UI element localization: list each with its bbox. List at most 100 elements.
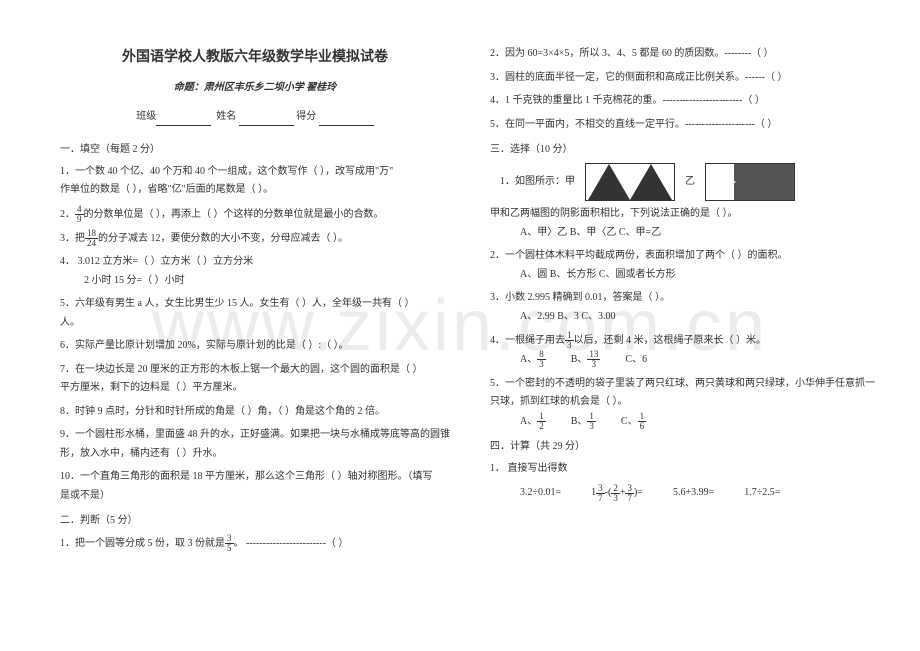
name-label: 姓名 [216, 111, 236, 122]
calc-1: 1． 直接写出得数 [490, 460, 880, 479]
s4-choice-c: C、6 [625, 354, 647, 365]
calc-c: 5.6+3.99= [673, 483, 714, 502]
j1-den: 5 [225, 544, 234, 553]
q8: 8．时钟 9 点时，分针和时针所成的角是（ ）角，（ ）角是这个角的 2 倍。 [60, 403, 450, 422]
q7: 7．在一块边长是 20 厘米的正方形的木板上锯一个最大的圆，这个圆的面积是（ ）… [60, 361, 450, 398]
triangle-2 [630, 164, 672, 200]
s5-fc-den: 6 [638, 422, 647, 431]
cf3-den: 7 [625, 494, 634, 503]
class-blank [156, 114, 211, 126]
q2-fraction: 49 [75, 205, 84, 224]
s4-frac-a: 83 [537, 350, 546, 369]
q9-text: 9．一个圆柱形水桶，里面盛 48 升的水，正好盛满。如果把一块与水桶成等底等高的… [60, 429, 450, 440]
section-4-header: 四．计算（共 29 分） [490, 437, 880, 456]
j1-suffix: 。 ------------------------（ ） [234, 538, 349, 549]
s3-choices: A、2.99 B、3 C、3.00 [520, 308, 880, 327]
q3: 3．把1824的分子减去 12，要使分数的大小不变，分母应减去（ ）。 [60, 229, 450, 248]
s5-frac-c: 16 [638, 412, 647, 431]
s4-prefix: 4．一根绳子用去 [490, 335, 565, 346]
section-3-header: 三．选择（10 分） [490, 140, 880, 159]
j2: 2．因为 60=3×4×5，所以 3、4、5 都是 60 的质因数。------… [490, 45, 880, 64]
q7-text: 7．在一块边长是 20 厘米的正方形的木板上锯一个最大的圆，这个圆的面积是（ ） [60, 364, 423, 375]
q5b-text: 人。 [60, 317, 80, 328]
class-label: 班级 [136, 111, 156, 122]
s1: 1．如图所示：甲 乙 甲和乙两幅图的阴影面积相比，下列说法正确的是（ ）。 A、… [490, 163, 880, 242]
q10b-text: 是或不是） [60, 490, 110, 501]
s5-choice-b-label: B、 [571, 415, 588, 426]
form-line: 班级 姓名 得分 [60, 107, 450, 126]
q3-suffix: 的分子减去 12，要使分数的大小不变，分母应减去（ ）。 [98, 233, 348, 244]
page: 外国语学校人教版六年级数学毕业模拟试卷 命题：肃州区丰乐乡二坝小学 翟桂玲 班级… [0, 0, 920, 588]
j3: 3．圆柱的底面半径一定，它的侧面积和高成正比例关系。------（ ） [490, 69, 880, 88]
q10: 10．一个直角三角形的面积是 18 平方厘米，那么这个三角形（ ）轴对称图形。（… [60, 468, 450, 505]
q3-fraction: 1824 [85, 229, 98, 248]
s4: 4．一根绳子用去13以后，还剩 4 米，这根绳子原来长（ ）米。 A、83 B、… [490, 331, 880, 370]
q5: 5．六年级有男生 a 人，女生比男生少 15 人。女生有（ ）人，全年级一共有（… [60, 295, 450, 332]
calc-frac-2: 23 [611, 484, 620, 503]
score-blank [319, 114, 374, 126]
s4-suffix: 以后，还剩 4 米，这根绳子原来长（ ）米。 [574, 335, 767, 346]
s3: 3．小数 2.995 精确到 0.01，答案是（ ）。 A、2.99 B、3 C… [490, 289, 880, 326]
cf1-den: 7 [596, 494, 605, 503]
s2-text: 2．一个圆柱体木料平均截成两份，表面积增加了两个（ ）的面积。 [490, 247, 880, 266]
s5-text-b: 只球，抓到红球的机会是（ ）。 [490, 396, 628, 407]
s4-fraction-1: 13 [565, 331, 574, 350]
calc-row: 3.2÷0.01= 137-(23+37)= 5.6+3.99= 1.7÷2.5… [520, 483, 880, 502]
calc-b2: -( [605, 487, 612, 498]
q9b-text: 形，放入水中，桶内还有（ ）升水。 [60, 448, 223, 459]
s1-choices: A、甲〉乙 B、甲〈乙 C、甲=乙 [520, 224, 880, 243]
s5-text-a: 5．一个密封的不透明的袋子里装了两只红球、两只黄球和两只绿球，小华伸手任意抓一 [490, 378, 875, 389]
q2-den: 9 [75, 215, 84, 224]
s5-frac-b: 13 [587, 412, 596, 431]
q2-suffix: 的分数单位是（ ），再添上（ ）个这样的分数单位就是最小的合数。 [84, 208, 384, 219]
q3-den: 24 [85, 239, 98, 248]
q2: 2．49的分数单位是（ ），再添上（ ）个这样的分数单位就是最小的合数。 [60, 205, 450, 224]
diagram-row: 1．如图所示：甲 乙 [500, 163, 880, 201]
s4-frac-b: 133 [587, 350, 600, 369]
s2-choices: A、圆 B、长方形 C、圆或者长方形 [520, 266, 880, 285]
q7b-text: 平方厘米，剩下的边料是（ ）平方厘米。 [60, 382, 243, 393]
name-blank [239, 114, 294, 126]
calc-frac-1: 37 [596, 484, 605, 503]
s1-label-jia: 1．如图所示：甲 [500, 173, 575, 192]
q4-text: 4． 3.012 立方米=（ ）立方米（ ）立方分米 [60, 256, 253, 267]
s4-fa-den: 3 [537, 360, 546, 369]
s5-choices: A、12 B、13 C、16 [520, 412, 880, 431]
q4b-text: 2 小时 15 分=（ ）小时 [84, 275, 185, 286]
calc-frac-3: 37 [625, 484, 634, 503]
j4: 4．1 千克铁的重量比 1 千克棉花的重。-------------------… [490, 92, 880, 111]
q9: 9．一个圆柱形水桶，里面盛 48 升的水，正好盛满。如果把一块与水桶成等底等高的… [60, 426, 450, 463]
j1-fraction: 35 [225, 534, 234, 553]
calc-b: 137-(23+37)= [591, 483, 643, 502]
j1-prefix: 1．把一个圆等分成 5 份，取 3 份就是 [60, 538, 225, 549]
q2-prefix: 2． [60, 208, 75, 219]
s5: 5．一个密封的不透明的袋子里装了两只红球、两只黄球和两只绿球，小华伸手任意抓一 … [490, 375, 880, 431]
diagram-yi [705, 163, 795, 201]
calc-d: 1.7÷2.5= [744, 483, 780, 502]
s4-f1-den: 3 [565, 341, 574, 350]
s2: 2．一个圆柱体木料平均截成两份，表面积增加了两个（ ）的面积。 A、圆 B、长方… [490, 247, 880, 284]
s5-choice-c-label: C、 [621, 415, 638, 426]
exam-subtitle: 命题：肃州区丰乐乡二坝小学 翟桂玲 [60, 78, 450, 97]
s4-choice-a-label: A、 [520, 354, 537, 365]
q6: 6．实际产量比原计划增加 20%，实际与原计划的比是（ ）:（ ）。 [60, 337, 450, 356]
s1-text: 甲和乙两幅图的阴影面积相比，下列说法正确的是（ ）。 [490, 205, 880, 224]
s3-text: 3．小数 2.995 精确到 0.01，答案是（ ）。 [490, 289, 880, 308]
j1: 1．把一个圆等分成 5 份，取 3 份就是35。 ---------------… [60, 534, 450, 553]
q5-text: 5．六年级有男生 a 人，女生比男生少 15 人。女生有（ ）人，全年级一共有（… [60, 298, 414, 309]
s4-choice-b-label: B、 [571, 354, 588, 365]
q4: 4． 3.012 立方米=（ ）立方米（ ）立方分米 2 小时 15 分=（ ）… [60, 253, 450, 290]
triangle-1 [588, 164, 630, 200]
s5-frac-a: 12 [537, 412, 546, 431]
score-label: 得分 [296, 111, 316, 122]
rect-triangle-cutout [706, 164, 736, 200]
s4-choices: A、83 B、133 C、6 [520, 350, 880, 369]
exam-title: 外国语学校人教版六年级数学毕业模拟试卷 [60, 45, 450, 72]
s4-fb-den: 3 [587, 360, 600, 369]
rect-fill [734, 164, 794, 200]
cf2-den: 3 [611, 494, 620, 503]
q10-text: 10．一个直角三角形的面积是 18 平方厘米，那么这个三角形（ ）轴对称图形。（… [60, 471, 433, 482]
right-column: 2．因为 60=3×4×5，所以 3、4、5 都是 60 的质因数。------… [490, 45, 880, 558]
section-2-header: 二．判断（5 分） [60, 511, 450, 530]
s5-fa-den: 2 [537, 422, 546, 431]
